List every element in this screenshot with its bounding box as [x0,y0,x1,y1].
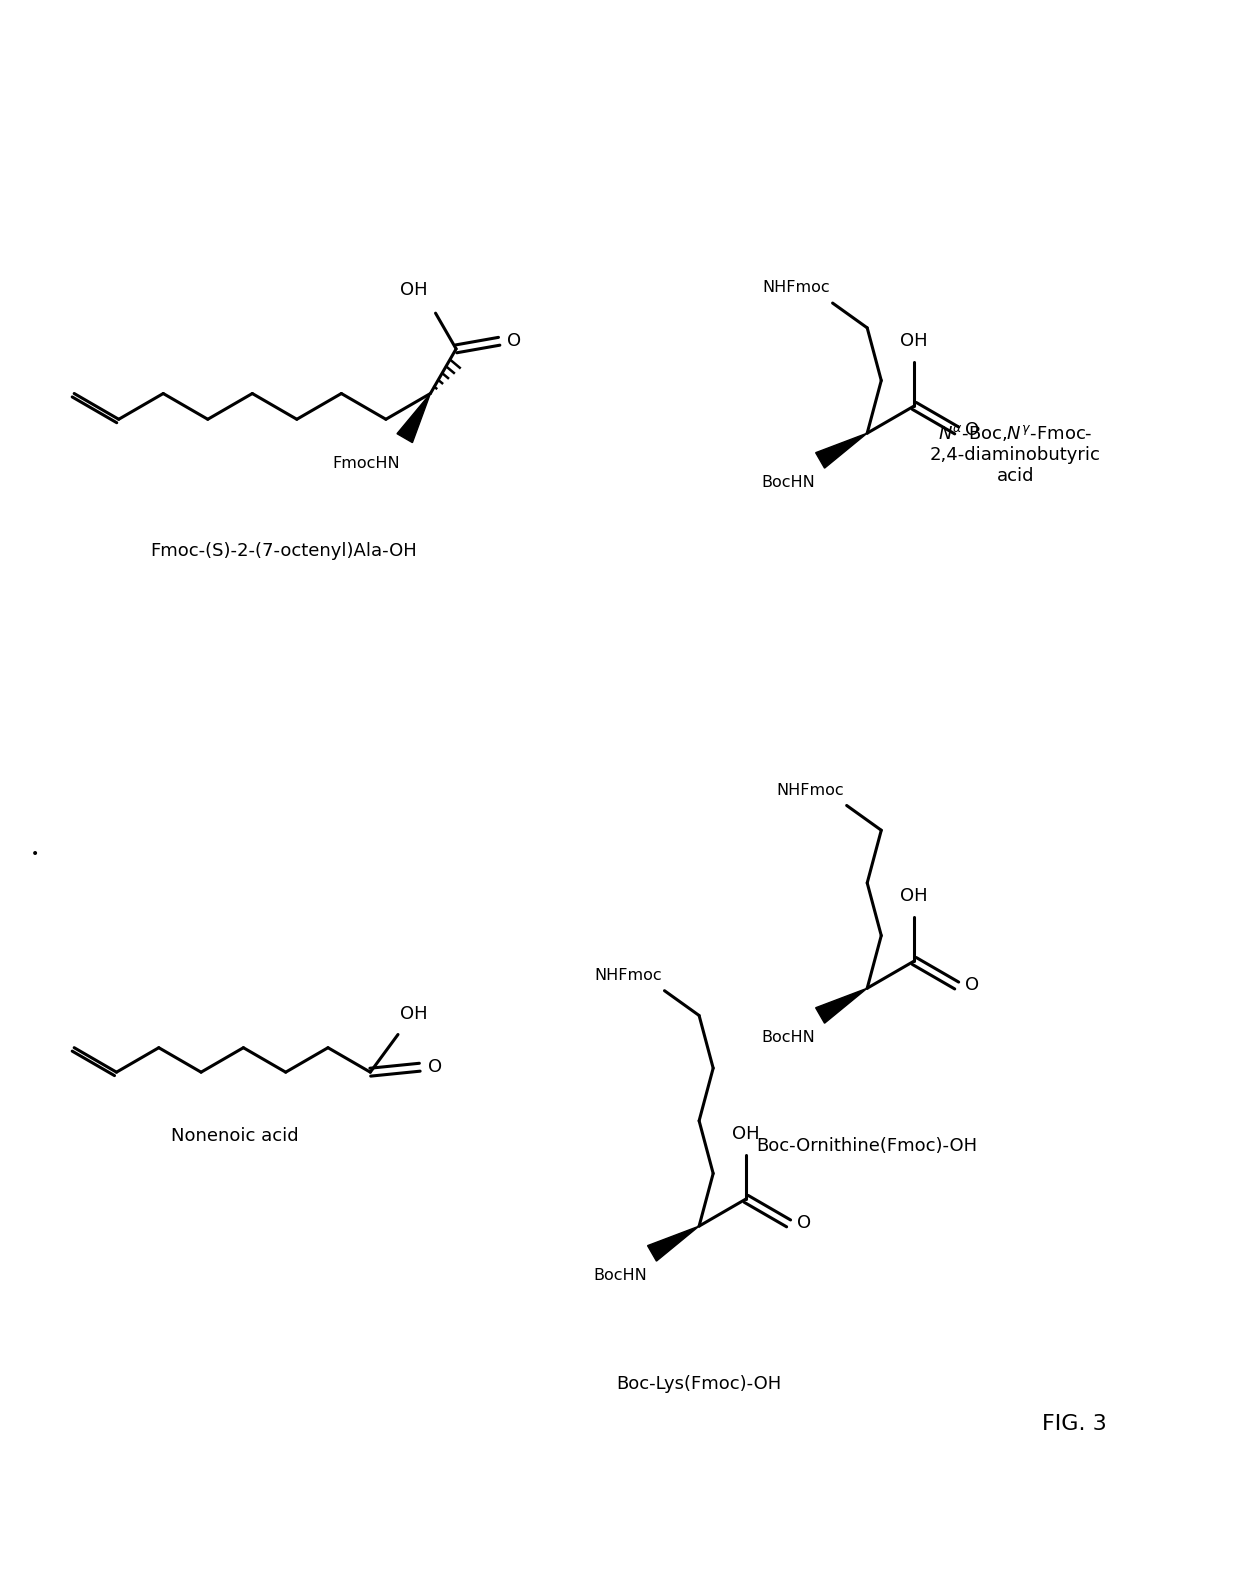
Text: NHFmoc: NHFmoc [594,968,661,982]
Text: BocHN: BocHN [761,475,815,490]
Text: O: O [796,1214,811,1232]
Text: $N^{\alpha}$-Boc,$N^{\gamma}$-Fmoc-
2,4-diaminobutyric
acid: $N^{\alpha}$-Boc,$N^{\gamma}$-Fmoc- 2,4-… [930,423,1101,484]
Text: O: O [965,421,978,440]
Text: OH: OH [900,888,928,905]
Text: O: O [965,976,978,995]
Polygon shape [397,394,430,443]
Text: O: O [428,1058,441,1076]
Text: Nonenoic acid: Nonenoic acid [171,1128,298,1145]
Text: BocHN: BocHN [761,1030,815,1046]
Text: FIG. 3: FIG. 3 [1043,1415,1107,1435]
Polygon shape [816,989,867,1023]
Text: Fmoc-(S)-2-(7-octenyl)Ala-OH: Fmoc-(S)-2-(7-octenyl)Ala-OH [150,542,417,560]
Text: NHFmoc: NHFmoc [763,281,830,295]
Text: •: • [31,847,38,861]
Text: OH: OH [401,281,428,300]
Text: Boc-Lys(Fmoc)-OH: Boc-Lys(Fmoc)-OH [616,1375,781,1392]
Text: OH: OH [401,1005,428,1022]
Text: NHFmoc: NHFmoc [776,782,843,798]
Polygon shape [816,434,867,468]
Text: O: O [507,333,521,350]
Text: BocHN: BocHN [593,1268,647,1284]
Text: Boc-Ornithine(Fmoc)-OH: Boc-Ornithine(Fmoc)-OH [756,1137,978,1154]
Text: OH: OH [900,333,928,350]
Text: FmocHN: FmocHN [332,456,399,472]
Text: OH: OH [733,1126,760,1143]
Polygon shape [647,1225,699,1262]
